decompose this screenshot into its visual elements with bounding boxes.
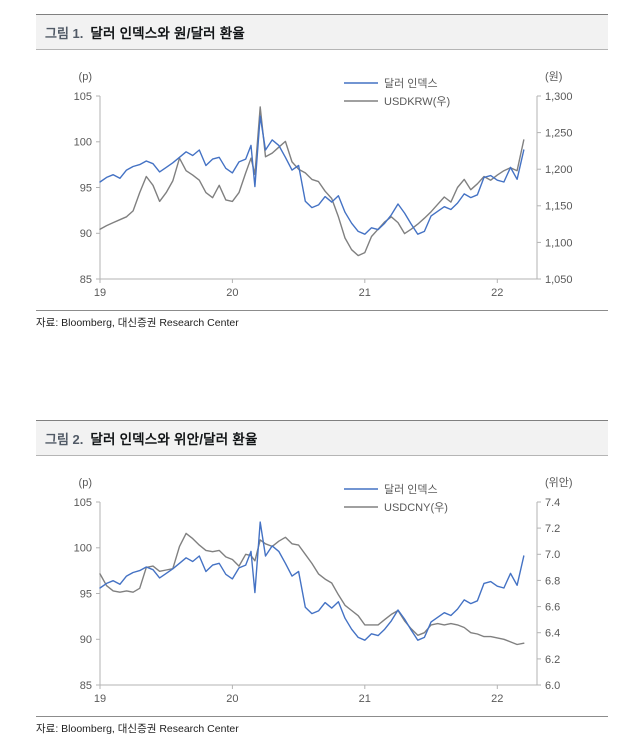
right-tick-label: 6.0 — [545, 680, 560, 692]
legend-label: USDKRW(우) — [384, 95, 450, 108]
series-line — [99, 115, 525, 235]
x-tick-label: 20 — [226, 287, 238, 299]
right-axis-unit: (위안) — [545, 476, 573, 489]
figure1-title: 달러 인덱스와 원/달러 환율 — [90, 26, 245, 41]
figure1-chart: 85 90 95 100 105 1,050 1,100 1,150 1,200 1,250 1,3… — [36, 64, 608, 304]
x-tick-label: 22 — [491, 287, 503, 299]
figure-1: 그림 1. 달러 인덱스와 원/달러 환율 85 90 95 100 105 1,050 1… — [36, 14, 608, 330]
x-tick-label: 19 — [94, 693, 106, 705]
left-tick-label: 100 — [74, 543, 92, 555]
right-tick-label: 6.8 — [545, 575, 560, 587]
figure2-label: 그림 2. — [45, 432, 84, 447]
figure2-title: 달러 인덱스와 위안/달러 환율 — [90, 432, 258, 447]
right-tick-label: 1,050 — [545, 274, 573, 286]
x-tick-label: 22 — [491, 693, 503, 705]
left-tick-label: 95 — [80, 182, 92, 194]
right-tick-label: 1,100 — [545, 237, 573, 249]
right-tick-label: 7.0 — [545, 549, 560, 561]
chart-svg: 85 90 95 100 105 6.0 6.2 6.4 6.6 6.8 7.0 7.2 7.4 19 20… — [74, 476, 573, 705]
x-tick-label: 21 — [359, 693, 371, 705]
figure2-header: 그림 2. 달러 인덱스와 위안/달러 환율 — [36, 420, 608, 456]
right-axis-unit: (원) — [545, 70, 562, 83]
figure-2: 그림 2. 달러 인덱스와 위안/달러 환율 85 90 95 100 105 6.0 6.… — [36, 420, 608, 736]
figure1-source-text: 자료: Bloomberg, 대신증권 Research Center — [36, 317, 239, 329]
figure2-source: 자료: Bloomberg, 대신증권 Research Center — [36, 716, 608, 736]
x-tick-label: 19 — [94, 287, 106, 299]
right-tick-label: 6.4 — [545, 628, 560, 640]
figure1-source: 자료: Bloomberg, 대신증권 Research Center — [36, 310, 608, 330]
right-tick-label: 7.4 — [545, 497, 560, 509]
figure1-header: 그림 1. 달러 인덱스와 원/달러 환율 — [36, 14, 608, 50]
left-tick-label: 105 — [74, 91, 92, 103]
series-line — [99, 532, 525, 646]
right-tick-label: 7.2 — [545, 523, 560, 535]
series-line — [99, 106, 525, 257]
right-tick-label: 1,250 — [545, 127, 573, 139]
left-axis-unit: (p) — [79, 477, 92, 489]
right-tick-label: 1,200 — [545, 164, 573, 176]
left-tick-label: 85 — [80, 680, 92, 692]
legend-label: 달러 인덱스 — [384, 483, 438, 496]
right-tick-label: 1,300 — [545, 91, 573, 103]
series-line — [99, 521, 525, 641]
legend-label: USDCNY(우) — [384, 501, 448, 514]
right-tick-label: 6.2 — [545, 654, 560, 666]
left-tick-label: 105 — [74, 497, 92, 509]
right-tick-label: 1,150 — [545, 201, 573, 213]
figure2-chart: 85 90 95 100 105 6.0 6.2 6.4 6.6 6.8 7.0 7.2 7.4 19 20… — [36, 470, 608, 710]
figure1-label: 그림 1. — [45, 26, 84, 41]
figure2-source-text: 자료: Bloomberg, 대신증권 Research Center — [36, 723, 239, 735]
x-tick-label: 21 — [359, 287, 371, 299]
left-axis-unit: (p) — [79, 71, 92, 83]
chart-svg: 85 90 95 100 105 1,050 1,100 1,150 1,200 1,250 1,3… — [74, 70, 573, 299]
legend-label: 달러 인덱스 — [384, 77, 438, 90]
left-tick-label: 95 — [80, 588, 92, 600]
right-tick-label: 6.6 — [545, 601, 560, 613]
left-tick-label: 100 — [74, 137, 92, 149]
left-tick-label: 85 — [80, 274, 92, 286]
left-tick-label: 90 — [80, 228, 92, 240]
left-tick-label: 90 — [80, 634, 92, 646]
x-tick-label: 20 — [226, 693, 238, 705]
